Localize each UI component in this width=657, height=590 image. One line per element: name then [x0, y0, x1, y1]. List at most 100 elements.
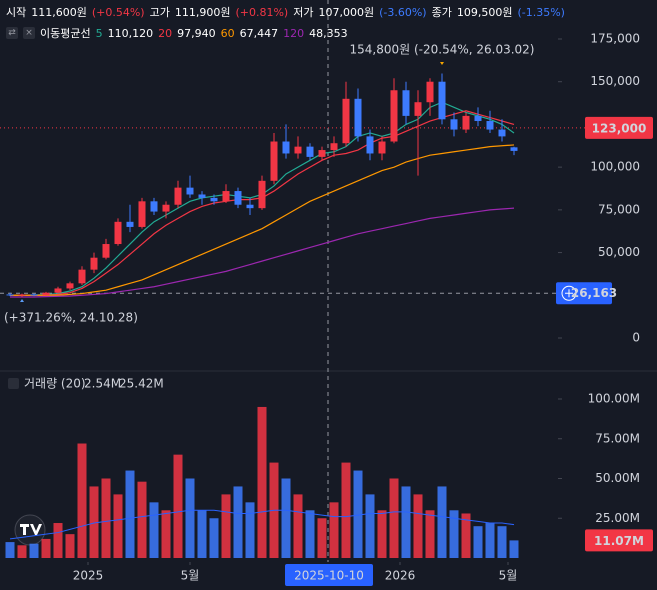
- candle-body: [366, 136, 374, 154]
- volume-bar: [305, 510, 315, 558]
- volume-bar: [425, 510, 435, 558]
- icon[interactable]: ⇄: [6, 27, 18, 39]
- candle-body: [90, 257, 98, 270]
- volume-bar: [233, 486, 243, 558]
- volume-bar: [53, 523, 63, 558]
- volume-bar: [449, 510, 459, 558]
- y-tick-label: 100,000: [590, 160, 640, 174]
- ohlc-value: 109,500원: [456, 6, 513, 19]
- close-icon[interactable]: ×: [23, 27, 35, 39]
- volume-bar: [437, 486, 447, 558]
- candle-body: [162, 204, 170, 212]
- volume-bar: [413, 494, 423, 558]
- high-arrow: [440, 62, 444, 65]
- volume-bar: [257, 406, 267, 558]
- tv-logo: [14, 514, 46, 546]
- volume-bar: [125, 470, 135, 558]
- crosshair-badge: [556, 282, 612, 305]
- volume-bar: [77, 443, 87, 558]
- y-tick-label: 150,000: [590, 74, 640, 88]
- ohlc-label: 저가: [293, 6, 314, 19]
- volume-bar: [281, 478, 291, 558]
- ohlc-label: 종가: [431, 6, 452, 19]
- ma-value: 97,940: [177, 26, 216, 40]
- volume-bar: [461, 513, 471, 558]
- ohlc-value: 111,600원: [31, 6, 87, 19]
- low-annotation: (+371.26%, 24.10.28): [4, 311, 138, 325]
- x-tick-label: 2025: [73, 569, 104, 583]
- candle-body: [426, 81, 434, 103]
- ohlc-change: (-3.60%): [379, 5, 427, 19]
- x-tick-label: 5월: [499, 569, 518, 583]
- y-tick-label: 75,000: [598, 202, 640, 216]
- y-tick-label: 25.00M: [595, 511, 640, 525]
- volume-bar: [293, 494, 303, 558]
- volume-bar: [509, 540, 519, 558]
- volume-bar: [485, 523, 495, 558]
- volume-bar: [149, 502, 159, 558]
- volume-bar: [389, 478, 399, 558]
- volume-legend-value: 2.54M: [84, 377, 121, 391]
- volume-bar: [401, 486, 411, 558]
- candle-body: [270, 141, 278, 181]
- candle-body: [114, 221, 122, 245]
- candle-body: [438, 81, 446, 120]
- ohlc-row: 시작 111,600원 (+0.54%) 고가 111,900원 (+0.81%) 저가 10…: [6, 4, 565, 20]
- volume-bar: [185, 478, 195, 558]
- ma-line: [10, 207, 515, 298]
- x-tick-label: 2026: [385, 569, 416, 583]
- candle-body: [102, 244, 110, 258]
- volume-bar: [5, 542, 15, 558]
- candle-body: [30, 294, 38, 296]
- candle-body: [186, 187, 194, 195]
- volume-bar: [137, 481, 147, 558]
- volume-bar: [89, 486, 99, 558]
- candle-body: [42, 292, 50, 296]
- y-tick-label: 50.00M: [595, 471, 640, 485]
- ma-name: 20: [158, 26, 173, 40]
- candle-body: [462, 115, 470, 130]
- y-tick-label: 0: [632, 331, 640, 345]
- candle-body: [330, 143, 338, 151]
- x-tick-label: 5월: [181, 569, 200, 583]
- y-tick-label: 50,000: [598, 245, 640, 259]
- candle-body: [138, 201, 146, 227]
- candle-body: [246, 204, 254, 209]
- ma-name: 60: [220, 26, 235, 40]
- volume-bar: [197, 510, 207, 558]
- ohlc-change: (+0.54%): [91, 5, 145, 19]
- candle-body: [402, 90, 410, 116]
- x-crosshair-label: 2025-10-10: [294, 569, 364, 583]
- ma-name: 120: [283, 26, 305, 40]
- candle-body: [78, 269, 86, 284]
- volume-bar: [221, 494, 231, 558]
- volume-legend-value: 25.42M: [119, 377, 164, 391]
- volume-bar: [329, 502, 339, 558]
- candle-body: [282, 141, 290, 154]
- volume-bar: [353, 470, 363, 558]
- ohlc-change: (-1.35%): [517, 5, 565, 19]
- candle-body: [474, 115, 482, 122]
- candle-body: [354, 98, 362, 137]
- candle-body: [450, 119, 458, 130]
- last-price-label: 123,000: [592, 121, 647, 135]
- candle-body: [510, 147, 518, 151]
- candle-body: [18, 294, 26, 296]
- candle-body: [294, 146, 302, 154]
- candle-body: [390, 90, 398, 142]
- volume-badge: [585, 529, 653, 552]
- candle-body: [414, 102, 422, 116]
- candle-body: [150, 201, 158, 212]
- ma-value: 110,120: [107, 26, 154, 40]
- volume-ma: [9, 509, 515, 540]
- ma-value: 67,447: [239, 26, 279, 40]
- ma-name: 5: [95, 26, 103, 40]
- candle-body: [198, 194, 206, 198]
- plus-button: [561, 285, 577, 301]
- candle-body: [126, 221, 134, 227]
- volume-bar: [377, 510, 387, 558]
- ohlc-label: 시작: [6, 6, 27, 19]
- volume-title: 거래량 (20): [24, 377, 86, 391]
- volume-bar: [41, 538, 51, 558]
- candle-body: [210, 197, 218, 202]
